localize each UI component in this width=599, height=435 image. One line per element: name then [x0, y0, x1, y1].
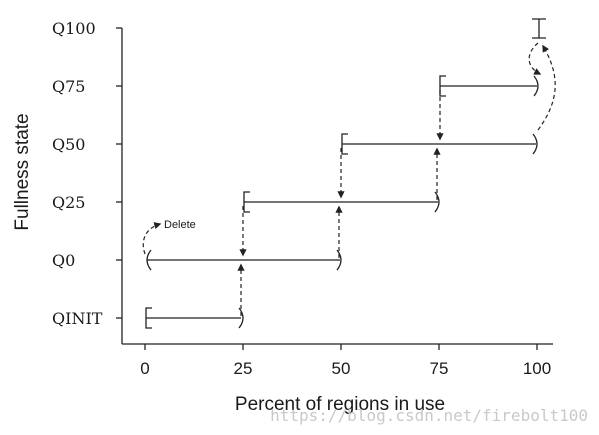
watermark-text: https://blog.csdn.net/firebolt100: [270, 406, 588, 425]
x-tick-group: 0 25 50 75 100: [140, 344, 551, 378]
transition-arrows: [142, 42, 556, 316]
segment-q0-end-paren: [336, 249, 342, 271]
segment-q25-end-paren: [434, 191, 440, 213]
y-tick-label-q100: Q100: [52, 19, 96, 38]
y-tick-label-qinit: QINIT: [52, 309, 103, 328]
segment-q50-end-paren: [532, 133, 538, 155]
x-tick-label-75: 75: [430, 359, 449, 378]
delete-label: Delete: [164, 219, 196, 231]
x-tick-label-0: 0: [140, 359, 149, 378]
y-axis-title: Fullness state: [12, 113, 33, 230]
segment-q100-point-bracket: [532, 18, 546, 39]
segment-q75-end-paren: [533, 75, 539, 97]
state-segments: [145, 18, 546, 329]
y-tick-label-q25: Q25: [52, 193, 85, 212]
x-tick-label-25: 25: [234, 359, 253, 378]
y-tick-label-q75: Q75: [52, 77, 85, 96]
y-tick-label-q50: Q50: [52, 135, 85, 154]
y-tick-label-q0: Q0: [52, 251, 75, 270]
x-tick-label-100: 100: [523, 359, 551, 378]
x-axis-title: Percent of regions in use: [235, 394, 445, 415]
arrow-q50-to-q100: [537, 44, 556, 131]
segment-qinit-end-paren: [238, 307, 244, 329]
arrow-q100-to-q75: [528, 42, 542, 75]
y-tick-group: Q100 Q75 Q50 Q25 Q0 QINIT: [52, 19, 122, 328]
arrow-delete: [142, 222, 162, 255]
x-tick-label-50: 50: [332, 359, 351, 378]
